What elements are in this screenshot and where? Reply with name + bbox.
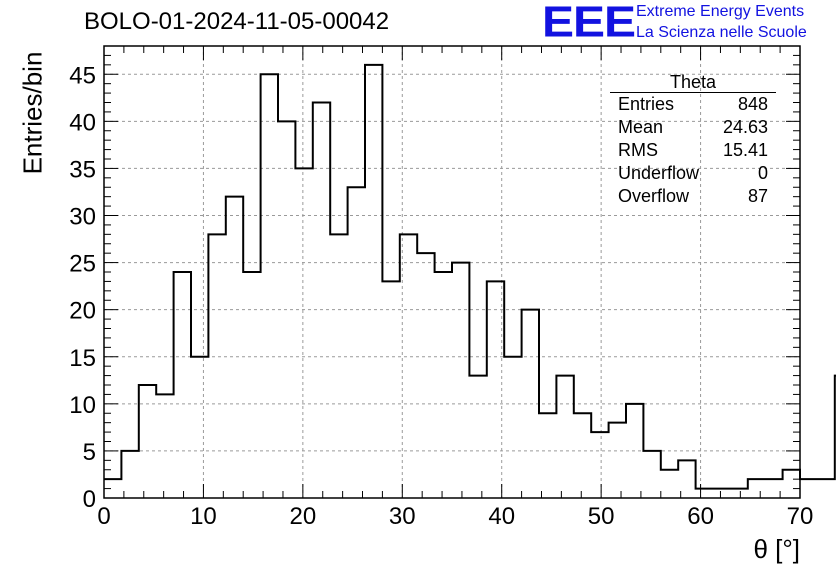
plot-frame (103, 45, 801, 499)
stats-label: Underflow (618, 163, 700, 183)
stats-title: Theta (610, 72, 776, 93)
stats-row: Overflow 87 (610, 185, 776, 208)
stats-value: 848 (737, 94, 768, 114)
stats-value: 0 (757, 163, 768, 183)
y-tick-label: 30 (69, 204, 96, 231)
x-tick-label: 20 (290, 503, 317, 530)
stats-label: RMS (618, 140, 658, 160)
eee-logo-mark: EEE (542, 0, 636, 47)
x-tick-label: 70 (787, 503, 814, 530)
histogram-outline (104, 63, 836, 490)
y-tick-label: 0 (83, 486, 96, 513)
chart-title: BOLO-01-2024-11-05-00042 (84, 8, 390, 35)
stats-label: Overflow (618, 186, 690, 206)
stats-value: 24.63 (722, 117, 768, 137)
y-tick-label: 25 (69, 251, 96, 278)
eee-logo-line1: Extreme Energy Events (636, 3, 805, 20)
y-tick-label: 15 (69, 345, 96, 372)
stats-label: Entries (618, 94, 675, 114)
x-axis-label: θ [°] (753, 534, 800, 564)
y-tick-label: 35 (69, 156, 96, 183)
stats-row: Entries 848 (610, 93, 776, 116)
y-tick-label: 45 (69, 62, 96, 89)
stats-row: Mean 24.63 (610, 116, 776, 139)
stats-row: RMS 15.41 (610, 139, 776, 162)
stats-box: Theta Entries 848 Mean 24.63 RMS 15.41 U… (610, 72, 776, 208)
x-tick-label: 50 (588, 503, 615, 530)
y-axis-label: Entries/bin (17, 51, 48, 175)
y-tick-label: 10 (69, 392, 96, 419)
x-tick-label: 40 (488, 503, 515, 530)
axis-ticks (103, 45, 801, 499)
x-tick-label: 10 (190, 503, 217, 530)
eee-logo-line2: La Scienza nelle Scuole (636, 24, 807, 41)
x-tick-label: 30 (389, 503, 416, 530)
x-tick-label: 60 (687, 503, 714, 530)
y-tick-label: 5 (83, 439, 96, 466)
stats-value: 87 (747, 186, 768, 206)
stats-value: 15.41 (722, 140, 768, 160)
x-tick-label: 0 (97, 503, 110, 530)
y-tick-label: 20 (69, 298, 96, 325)
stats-row: Underflow 0 (610, 162, 776, 185)
stats-label: Mean (618, 117, 664, 137)
y-tick-label: 40 (69, 109, 96, 136)
tick-labels: 0 10 20 30 40 50 60 70 0 5 10 15 20 25 30 35 40 45 (69, 62, 813, 530)
